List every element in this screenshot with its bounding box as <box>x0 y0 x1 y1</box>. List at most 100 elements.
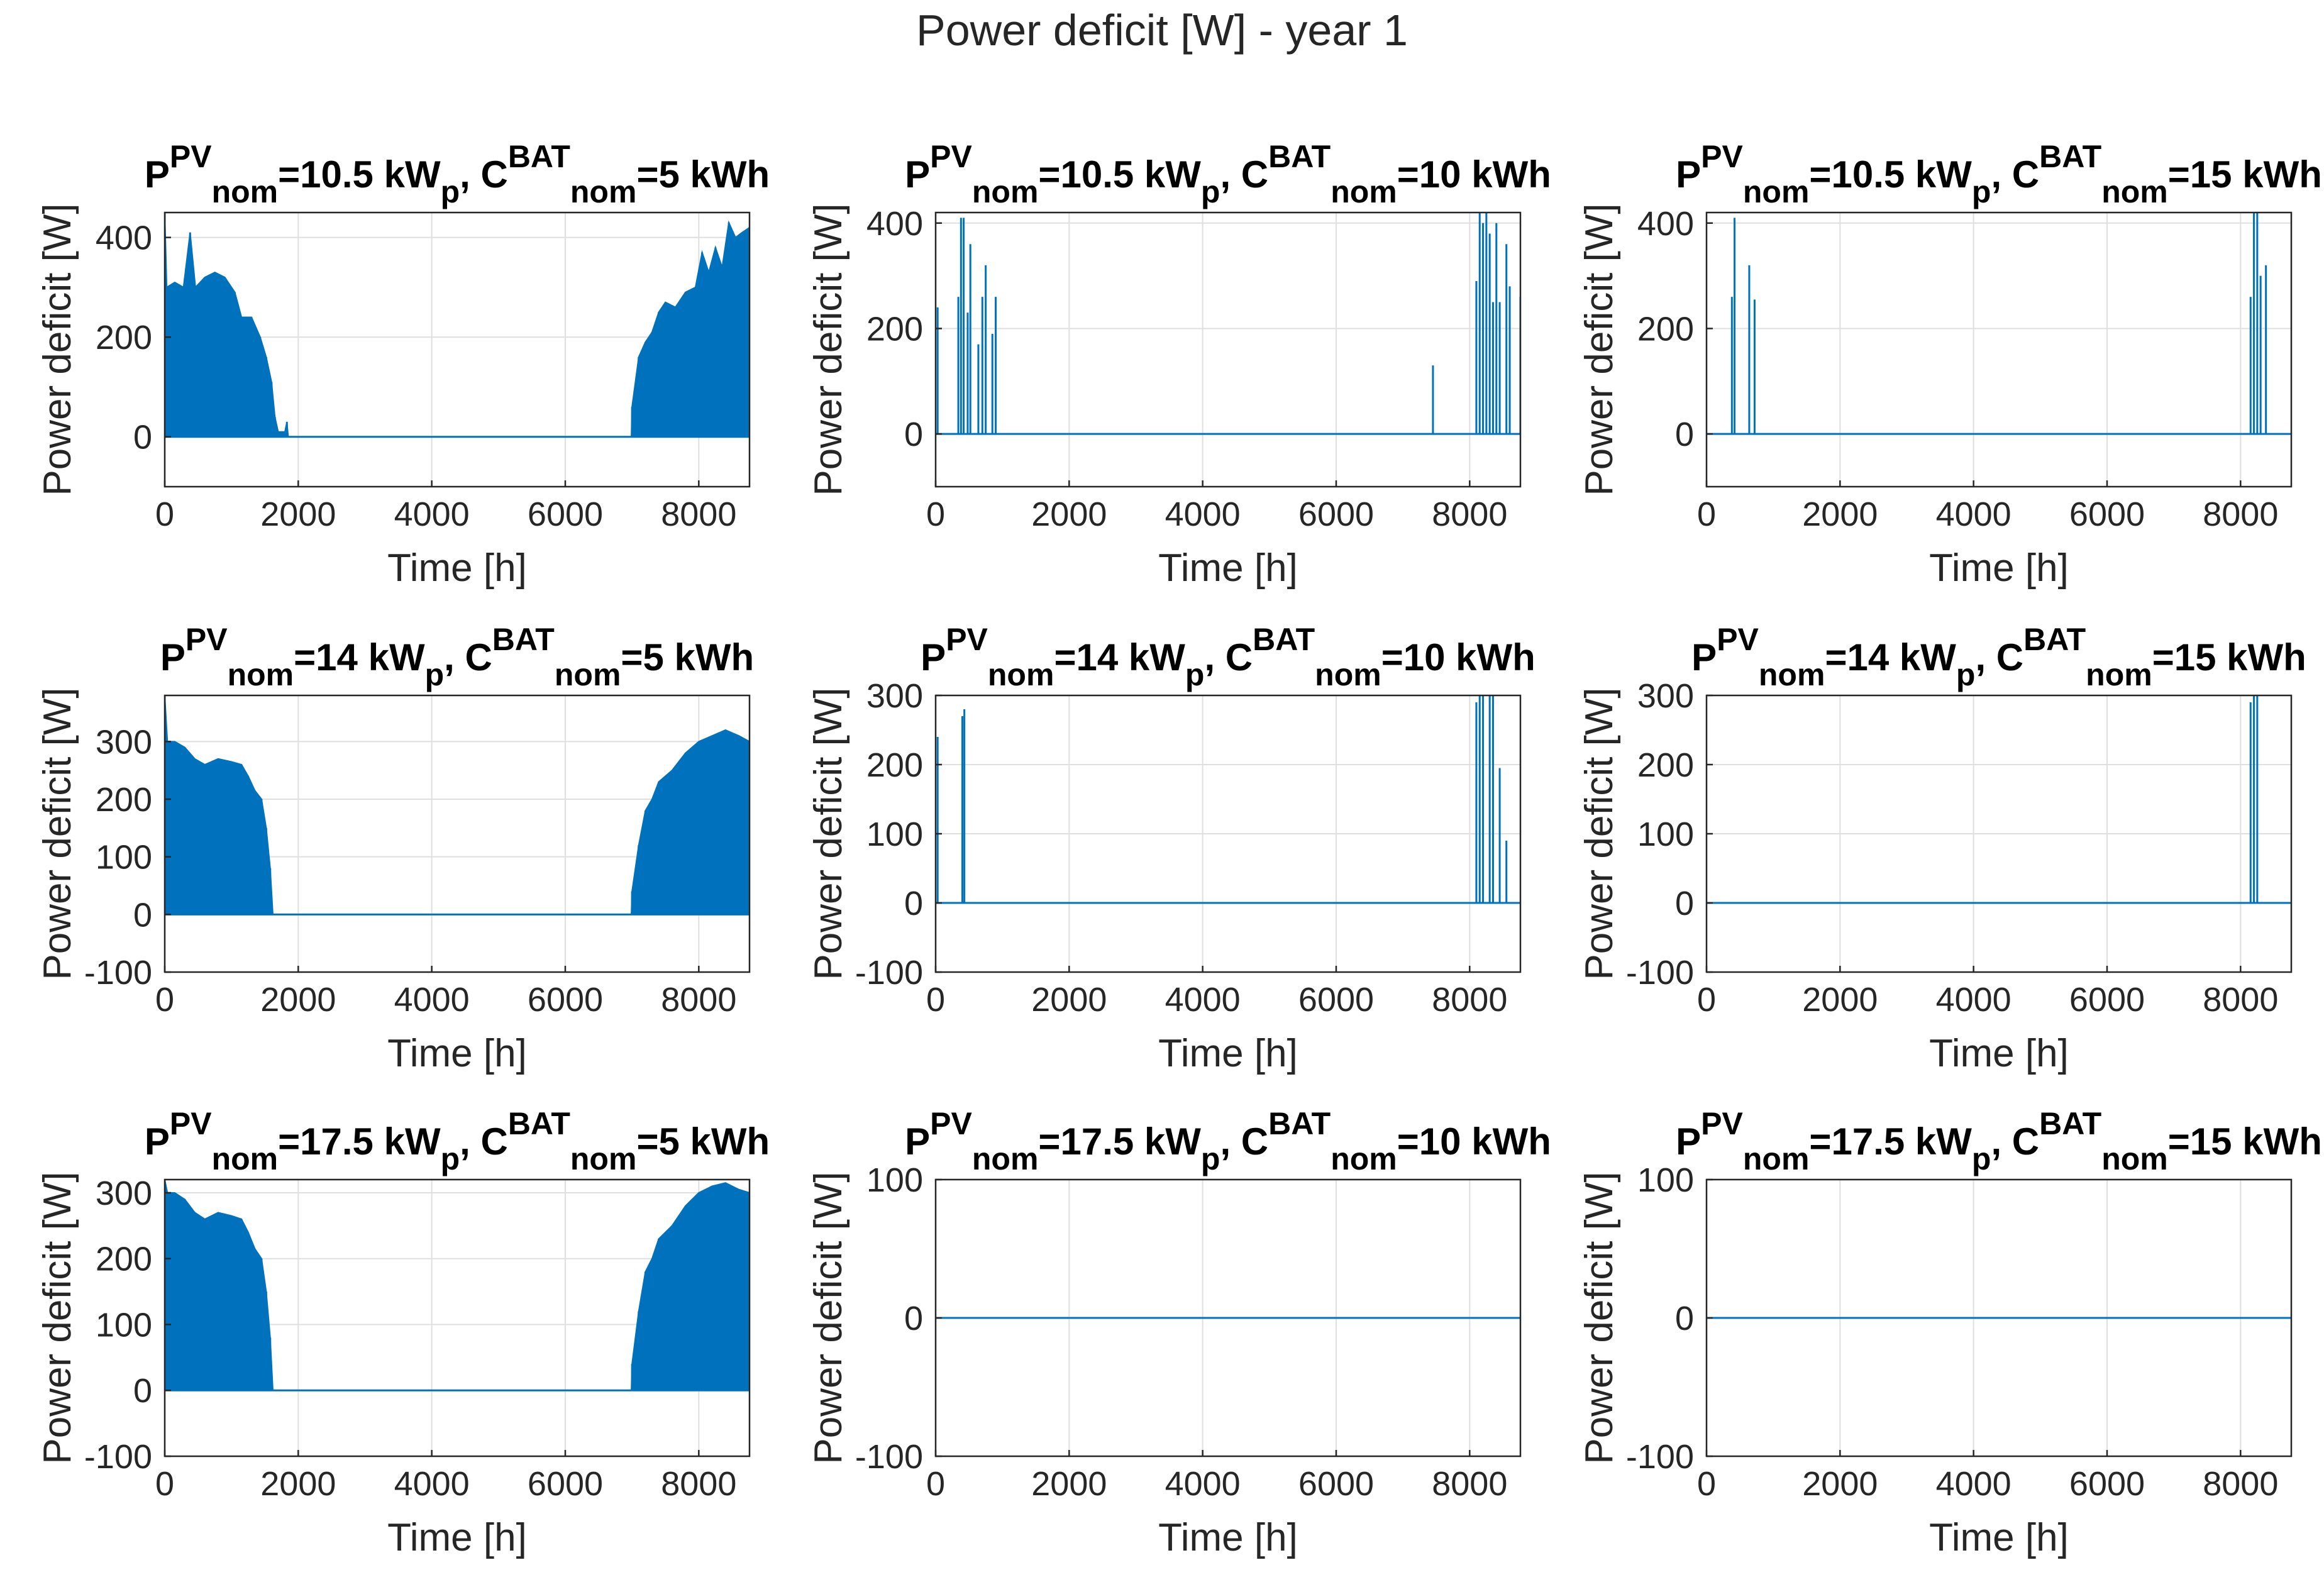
y-tick-label: 200 <box>96 781 152 819</box>
x-tick-label: 8000 <box>661 1465 736 1503</box>
y-tick-label: 100 <box>96 1306 152 1344</box>
x-tick-label: 8000 <box>2203 1465 2278 1503</box>
x-tick-label: 4000 <box>1165 495 1241 533</box>
y-tick-label: 0 <box>904 416 923 453</box>
axes-box <box>934 211 1522 488</box>
y-tick-label: 300 <box>866 677 923 715</box>
y-tick-label: 0 <box>133 896 152 934</box>
y-tick-label: 100 <box>1637 816 1694 853</box>
x-axis-label: Time [h] <box>1929 1516 2069 1559</box>
y-axis-label: Power deficit [W] <box>36 1171 79 1464</box>
x-tick-label: 0 <box>926 1465 945 1503</box>
y-tick-label: 400 <box>1637 205 1694 243</box>
y-axis-label: Power deficit [W] <box>807 687 850 980</box>
x-axis-label: Time [h] <box>387 1032 527 1075</box>
y-tick-label: -100 <box>855 954 923 992</box>
x-tick-label: 6000 <box>1298 1465 1374 1503</box>
x-tick-label: 2000 <box>260 495 336 533</box>
x-axis-label: Time [h] <box>1158 1032 1298 1075</box>
x-tick-label: 4000 <box>1936 495 2011 533</box>
subplot-title: PPVnom=10.5 kWp, CBATnom=10 kWh <box>905 139 1551 209</box>
y-axis-label: Power deficit [W] <box>1578 1171 1621 1464</box>
y-tick-label: 0 <box>1675 416 1694 453</box>
x-tick-label: 0 <box>155 981 174 1019</box>
x-tick-label: 0 <box>155 495 174 533</box>
x-tick-label: 6000 <box>528 981 603 1019</box>
x-tick-label: 4000 <box>1936 1465 2011 1503</box>
y-axis-label: Power deficit [W] <box>807 203 850 495</box>
y-axis-label: Power deficit [W] <box>36 687 79 980</box>
axes-box <box>163 1178 751 1458</box>
data-series <box>1707 213 2291 435</box>
x-tick-label: 2000 <box>260 1465 336 1503</box>
x-tick-label: 4000 <box>1165 981 1241 1019</box>
y-tick-label: 0 <box>904 885 923 922</box>
x-tick-label: 2000 <box>1031 981 1107 1019</box>
data-series <box>936 695 1520 904</box>
y-tick-label: 0 <box>1675 1300 1694 1337</box>
plot-area <box>936 213 1520 487</box>
x-axis-label: Time [h] <box>1158 546 1298 590</box>
x-tick-label: 6000 <box>2069 495 2145 533</box>
y-tick-label: 100 <box>1637 1161 1694 1199</box>
x-tick-label: 8000 <box>2203 495 2278 533</box>
x-tick-label: 0 <box>926 495 945 533</box>
axes-box <box>163 694 751 973</box>
subplot-2: 0 2000 4000 6000 8000 0 200 400 Time [h] Power de… <box>807 139 1551 590</box>
x-tick-label: 2000 <box>1802 981 1878 1019</box>
y-tick-label: 0 <box>133 1372 152 1410</box>
data-series <box>165 695 750 915</box>
subplot-title: PPVnom=14 kWp, CBATnom=5 kWh <box>160 622 754 692</box>
y-tick-label: 300 <box>96 1175 152 1212</box>
x-axis-label: Time [h] <box>1158 1516 1298 1559</box>
axes-box <box>1705 211 2293 488</box>
y-tick-label: -100 <box>855 1438 923 1476</box>
x-tick-label: 8000 <box>1432 1465 1507 1503</box>
y-axis-label: Power deficit [W] <box>1578 687 1621 980</box>
y-tick-label: 200 <box>866 310 923 348</box>
y-tick-label: 0 <box>904 1300 923 1337</box>
x-tick-label: 6000 <box>1298 981 1374 1019</box>
x-tick-label: 2000 <box>260 981 336 1019</box>
subplot-3: 0 2000 4000 6000 8000 0 200 400 Time [h] Power de… <box>1578 139 2322 590</box>
subplot-title: PPVnom=10.5 kWp, CBATnom=15 kWh <box>1676 139 2322 209</box>
x-tick-label: 6000 <box>1298 495 1374 533</box>
plot-area <box>1707 213 2291 487</box>
y-tick-label: -100 <box>1626 954 1694 992</box>
x-axis-label: Time [h] <box>387 546 527 590</box>
x-tick-label: 4000 <box>1165 1465 1241 1503</box>
x-tick-label: 6000 <box>2069 981 2145 1019</box>
x-tick-label: 4000 <box>394 495 470 533</box>
x-tick-label: 0 <box>155 1465 174 1503</box>
x-axis-label: Time [h] <box>387 1516 527 1559</box>
y-tick-label: 200 <box>866 746 923 784</box>
x-tick-label: 0 <box>1697 1465 1716 1503</box>
data-series <box>936 213 1520 435</box>
y-tick-label: 300 <box>1637 677 1694 715</box>
subplot-title: PPVnom=17.5 kWp, CBATnom=15 kWh <box>1676 1106 2322 1176</box>
x-tick-label: 2000 <box>1802 495 1878 533</box>
y-tick-label: -100 <box>1626 1438 1694 1476</box>
x-axis-label: Time [h] <box>1929 546 2069 590</box>
x-tick-label: 6000 <box>2069 1465 2145 1503</box>
y-axis-label: Power deficit [W] <box>1578 203 1621 495</box>
x-tick-label: 8000 <box>661 981 736 1019</box>
x-tick-label: 2000 <box>1802 1465 1878 1503</box>
y-tick-label: -100 <box>84 954 152 992</box>
x-tick-label: 6000 <box>528 1465 603 1503</box>
y-tick-label: 400 <box>866 205 923 243</box>
subplot-title: PPVnom=14 kWp, CBATnom=15 kWh <box>1691 622 2306 692</box>
y-tick-label: 400 <box>96 219 152 257</box>
y-tick-label: -100 <box>84 1438 152 1476</box>
deficit-area <box>165 213 750 438</box>
figure-title: Power deficit [W] - year 1 <box>916 6 1408 55</box>
subplot-1: 0 2000 4000 6000 8000 0 200 400 Time [h] Power de… <box>36 139 770 590</box>
y-tick-label: 0 <box>133 419 152 456</box>
subplot-title: PPVnom=14 kWp, CBATnom=10 kWh <box>921 622 1536 692</box>
x-tick-label: 0 <box>1697 981 1716 1019</box>
x-tick-label: 0 <box>926 981 945 1019</box>
y-tick-label: 100 <box>866 816 923 853</box>
